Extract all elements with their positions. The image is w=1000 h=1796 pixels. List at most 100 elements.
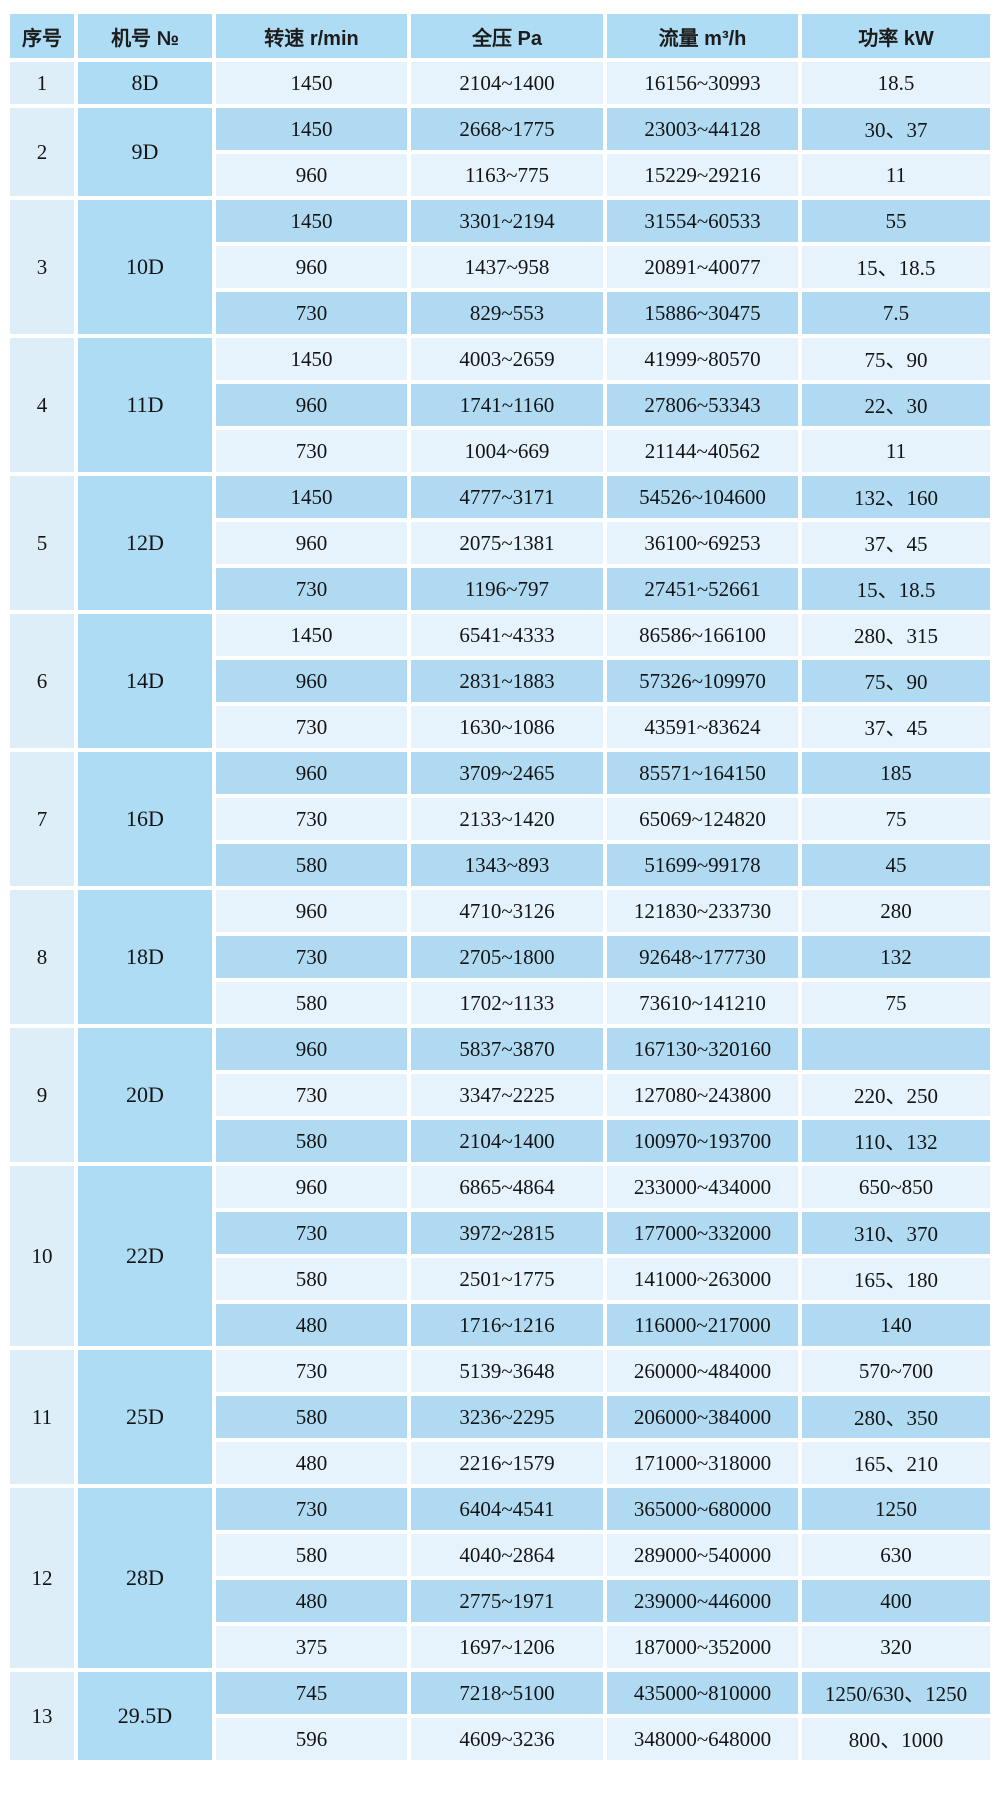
flow-cell: 15229~29216 <box>607 154 798 196</box>
pressure-cell: 4609~3236 <box>411 1718 603 1760</box>
pressure-cell: 1343~893 <box>411 844 603 886</box>
pressure-cell: 5837~3870 <box>411 1028 603 1070</box>
flow-cell: 100970~193700 <box>607 1120 798 1162</box>
flow-cell: 92648~177730 <box>607 936 798 978</box>
power-cell: 37、45 <box>802 706 990 748</box>
table-row: 580 4040~2864 289000~540000 630 <box>10 1534 990 1576</box>
pressure-cell: 1741~1160 <box>411 384 603 426</box>
flow-cell: 16156~30993 <box>607 62 798 104</box>
flow-cell: 15886~30475 <box>607 292 798 334</box>
flow-cell: 23003~44128 <box>607 108 798 150</box>
power-cell: 75 <box>802 798 990 840</box>
serial-cell: 3 <box>10 200 74 334</box>
flow-cell: 348000~648000 <box>607 1718 798 1760</box>
table-row: 5 12D 1450 4777~3171 54526~104600 132、160 <box>10 476 990 610</box>
serial-cell: 13 <box>10 1672 74 1760</box>
serial-cell: 9 <box>10 1028 74 1162</box>
table-row: 3 10D 1450 3301~2194 31554~60533 55 <box>10 200 990 334</box>
speed-cell: 960 <box>216 752 407 794</box>
pressure-cell: 1163~775 <box>411 154 603 196</box>
power-cell: 37、45 <box>802 522 990 564</box>
fan-spec-table: 序号 机号 № 转速 r/min 全压 Pa 流量 m³/h 功率 kW 1 8D… <box>6 10 994 1764</box>
speed-cell: 1450 <box>216 62 407 104</box>
table-row: 11 25D 730 5139~3648 260000~484000 570~700 <box>10 1350 990 1484</box>
flow-cell: 36100~69253 <box>607 522 798 564</box>
speed-cell: 960 <box>216 154 407 196</box>
table-row: 2 9D 1450 2668~1775 23003~44128 30、37 <box>10 108 990 196</box>
serial-cell: 8 <box>10 890 74 1024</box>
pressure-cell: 2216~1579 <box>411 1442 603 1484</box>
pressure-cell: 2104~1400 <box>411 1120 603 1162</box>
flow-cell: 260000~484000 <box>607 1350 798 1392</box>
pressure-cell: 4040~2864 <box>411 1534 603 1576</box>
table-row: 730 1630~1086 43591~83624 37、45 <box>10 706 990 748</box>
col-header-serial: 序号 <box>10 14 74 58</box>
pressure-cell: 6404~4541 <box>411 1488 603 1530</box>
pressure-cell: 3972~2815 <box>411 1212 603 1254</box>
power-cell: 15、18.5 <box>802 246 990 288</box>
pressure-cell: 3236~2295 <box>411 1396 603 1438</box>
power-cell: 280、350 <box>802 1396 990 1438</box>
table-body: 1 8D 1450 2104~1400 16156~30993 18.5 2 9D 1450 26… <box>10 62 990 1760</box>
pressure-cell: 2104~1400 <box>411 62 603 104</box>
pressure-cell: 1702~1133 <box>411 982 603 1024</box>
speed-cell: 375 <box>216 1626 407 1668</box>
flow-cell: 86586~166100 <box>607 614 798 656</box>
pressure-cell: 4710~3126 <box>411 890 603 932</box>
speed-cell: 960 <box>216 660 407 702</box>
serial-cell: 6 <box>10 614 74 748</box>
power-cell: 165、180 <box>802 1258 990 1300</box>
table-row: 960 2075~1381 36100~69253 37、45 <box>10 522 990 564</box>
table-row: 730 3972~2815 177000~332000 310、370 <box>10 1212 990 1254</box>
flow-cell: 187000~352000 <box>607 1626 798 1668</box>
speed-cell: 730 <box>216 292 407 334</box>
table-row: 580 2104~1400 100970~193700 110、132 <box>10 1120 990 1162</box>
table-row: 730 829~553 15886~30475 7.5 <box>10 292 990 334</box>
power-cell: 45 <box>802 844 990 886</box>
flow-cell: 239000~446000 <box>607 1580 798 1622</box>
speed-cell: 960 <box>216 246 407 288</box>
model-cell: 22D <box>78 1166 212 1346</box>
power-cell: 630 <box>802 1534 990 1576</box>
model-cell: 10D <box>78 200 212 334</box>
flow-cell: 65069~124820 <box>607 798 798 840</box>
power-cell: 400 <box>802 1580 990 1622</box>
pressure-cell: 4003~2659 <box>411 338 603 380</box>
speed-cell: 580 <box>216 982 407 1024</box>
table-row: 730 1004~669 21144~40562 11 <box>10 430 990 472</box>
flow-cell: 31554~60533 <box>607 200 798 242</box>
speed-cell: 745 <box>216 1672 407 1714</box>
power-cell: 75、90 <box>802 338 990 380</box>
speed-cell: 596 <box>216 1718 407 1760</box>
pressure-cell: 2705~1800 <box>411 936 603 978</box>
table-row: 730 1196~797 27451~52661 15、18.5 <box>10 568 990 610</box>
speed-cell: 1450 <box>216 108 407 150</box>
flow-cell: 121830~233730 <box>607 890 798 932</box>
model-cell: 8D <box>78 62 212 104</box>
table-row: 580 2501~1775 141000~263000 165、180 <box>10 1258 990 1300</box>
table-header: 序号 机号 № 转速 r/min 全压 Pa 流量 m³/h 功率 kW <box>10 14 990 58</box>
flow-cell: 57326~109970 <box>607 660 798 702</box>
power-cell: 220、250 <box>802 1074 990 1116</box>
serial-cell: 7 <box>10 752 74 886</box>
table-row: 9 20D 960 5837~3870 167130~320160 <box>10 1028 990 1162</box>
speed-cell: 1450 <box>216 200 407 242</box>
flow-cell: 27451~52661 <box>607 568 798 610</box>
pressure-cell: 7218~5100 <box>411 1672 603 1714</box>
power-cell: 18.5 <box>802 62 990 104</box>
table-row: 730 2133~1420 65069~124820 75 <box>10 798 990 840</box>
power-cell: 110、132 <box>802 1120 990 1162</box>
power-cell: 75 <box>802 982 990 1024</box>
speed-cell: 580 <box>216 1534 407 1576</box>
model-cell: 9D <box>78 108 212 196</box>
table-row: 960 1741~1160 27806~53343 22、30 <box>10 384 990 426</box>
pressure-cell: 1630~1086 <box>411 706 603 748</box>
pressure-cell: 3301~2194 <box>411 200 603 242</box>
pressure-cell: 2133~1420 <box>411 798 603 840</box>
speed-cell: 480 <box>216 1304 407 1346</box>
power-cell: 11 <box>802 154 990 196</box>
power-cell: 280、315 <box>802 614 990 656</box>
speed-cell: 1450 <box>216 614 407 656</box>
speed-cell: 580 <box>216 1396 407 1438</box>
flow-cell: 51699~99178 <box>607 844 798 886</box>
